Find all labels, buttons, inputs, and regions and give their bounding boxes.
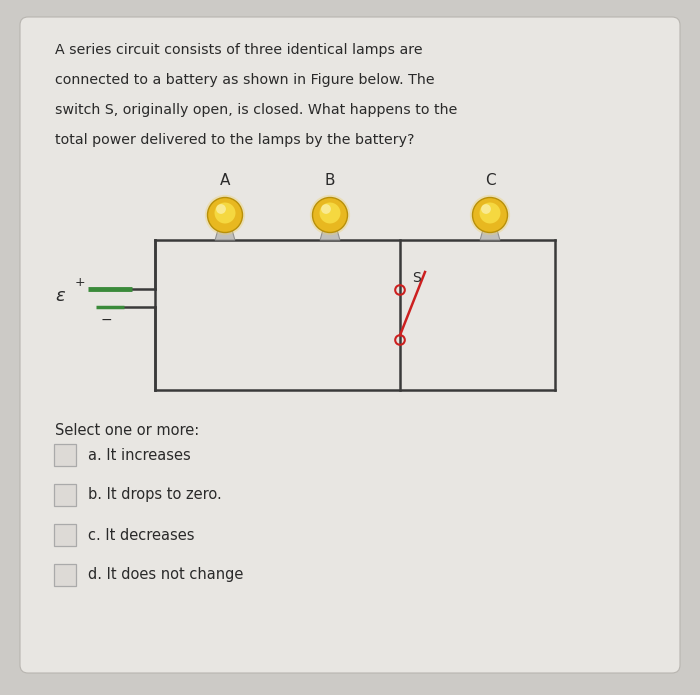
- FancyBboxPatch shape: [54, 524, 76, 546]
- Text: connected to a battery as shown in Figure below. The: connected to a battery as shown in Figur…: [55, 73, 435, 87]
- Text: c. It decreases: c. It decreases: [88, 528, 195, 543]
- Circle shape: [480, 202, 500, 224]
- Circle shape: [205, 195, 245, 235]
- Text: d. It does not change: d. It does not change: [88, 568, 244, 582]
- Circle shape: [481, 204, 491, 214]
- Circle shape: [214, 202, 235, 224]
- Circle shape: [207, 197, 242, 233]
- Text: Select one or more:: Select one or more:: [55, 423, 199, 438]
- Polygon shape: [480, 229, 500, 240]
- FancyBboxPatch shape: [54, 564, 76, 586]
- Text: A series circuit consists of three identical lamps are: A series circuit consists of three ident…: [55, 43, 423, 57]
- FancyBboxPatch shape: [20, 17, 680, 673]
- Circle shape: [216, 204, 226, 214]
- Polygon shape: [215, 229, 235, 240]
- Text: total power delivered to the lamps by the battery?: total power delivered to the lamps by th…: [55, 133, 414, 147]
- Text: switch S, originally open, is closed. What happens to the: switch S, originally open, is closed. Wh…: [55, 103, 457, 117]
- Circle shape: [312, 197, 347, 233]
- Text: S: S: [412, 271, 421, 285]
- Circle shape: [321, 204, 331, 214]
- Text: B: B: [325, 172, 335, 188]
- Circle shape: [473, 197, 508, 233]
- Circle shape: [470, 195, 510, 235]
- Circle shape: [319, 202, 340, 224]
- Circle shape: [310, 195, 350, 235]
- Polygon shape: [320, 229, 340, 240]
- Text: b. It drops to zero.: b. It drops to zero.: [88, 487, 222, 502]
- Text: −: −: [100, 313, 112, 327]
- Text: ε: ε: [55, 287, 65, 305]
- FancyBboxPatch shape: [54, 484, 76, 506]
- Text: A: A: [220, 172, 230, 188]
- Text: C: C: [484, 172, 496, 188]
- Text: a. It increases: a. It increases: [88, 448, 190, 462]
- Text: +: +: [75, 275, 85, 288]
- FancyBboxPatch shape: [54, 444, 76, 466]
